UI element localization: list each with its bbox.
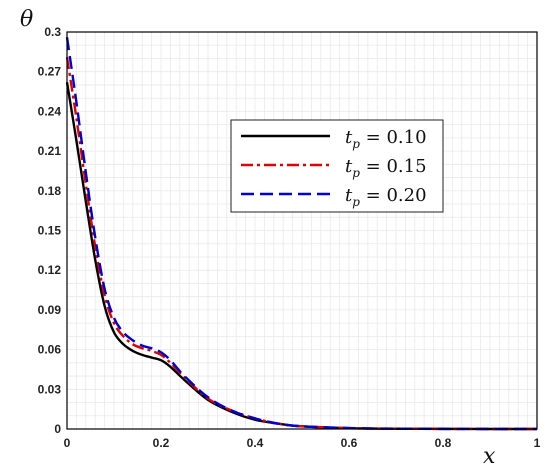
- y-tick-label: 0.3: [44, 25, 61, 39]
- legend-label-main: t: [345, 156, 353, 177]
- legend-label-main: t: [345, 185, 353, 206]
- y-tick-label: 0.15: [38, 224, 62, 238]
- legend-label-subscript: p: [352, 195, 360, 209]
- legend-label-main: t: [345, 127, 353, 148]
- legend-label-subscript: p: [352, 166, 360, 180]
- y-tick-label: 0.21: [38, 144, 62, 158]
- y-tick-label: 0.18: [38, 184, 62, 198]
- x-tick-label: 0: [64, 436, 71, 450]
- y-tick-label: 0.06: [38, 343, 62, 357]
- y-tick-label: 0.03: [38, 382, 62, 396]
- legend-label-subscript: p: [352, 137, 360, 151]
- legend-label-value: = 0.10: [360, 127, 427, 148]
- series-line-2: [65, 56, 538, 431]
- x-tick-labels: 0 0.2 0.4 0.6 0.8 1: [64, 436, 541, 450]
- x-tick-label: 0.4: [247, 436, 264, 450]
- grid: [67, 32, 537, 429]
- legend-label-3: tp = 0.20: [345, 185, 427, 209]
- x-tick-label: 0.2: [153, 436, 170, 450]
- legend-label-value: = 0.20: [360, 185, 427, 206]
- y-axis-label: θ: [20, 7, 33, 32]
- y-tick-labels: 0 0.03 0.06 0.09 0.12 0.15 0.18 0.21 0.24 0.27 0.3: [38, 25, 62, 436]
- legend-label-1: tp = 0.10: [345, 127, 427, 151]
- y-tick-label: 0.12: [38, 263, 62, 277]
- legend-label-2: tp = 0.15: [345, 156, 427, 180]
- y-tick-label: 0.24: [38, 104, 62, 118]
- plot-frame: [66, 31, 538, 430]
- x-tick-label: 1: [534, 436, 541, 450]
- x-tick-label: 0.6: [341, 436, 358, 450]
- y-tick-label: 0.09: [38, 303, 62, 317]
- x-tick-label: 0.8: [435, 436, 452, 450]
- legend-label-value: = 0.15: [360, 156, 427, 177]
- x-axis-label: x: [483, 444, 496, 469]
- y-tick-label: 0: [54, 422, 61, 436]
- y-tick-label: 0.27: [38, 65, 62, 79]
